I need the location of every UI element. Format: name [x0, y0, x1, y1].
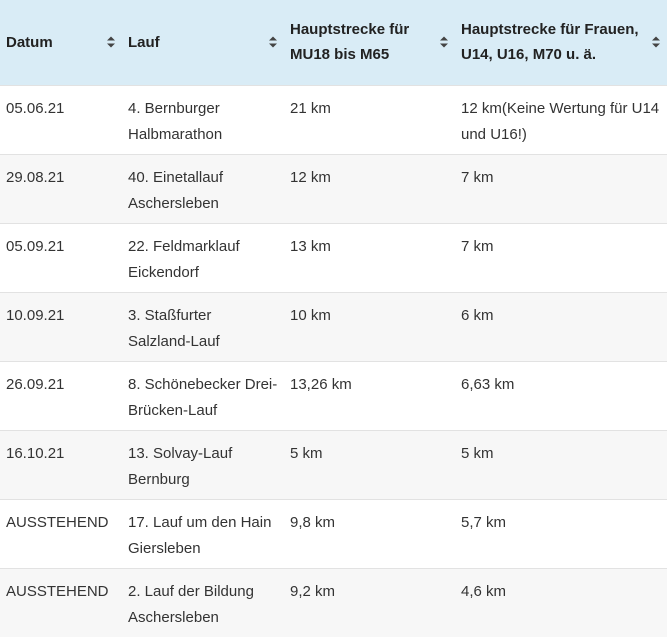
table-row: 05.09.21 22. Feldmarklauf Eickendorf 13 km…: [0, 223, 667, 292]
cell-datum: 10.09.21: [6, 306, 65, 324]
table-body: 05.06.21 4. Bernburger Halbmarathon 21 km 1…: [0, 85, 667, 637]
cell-hauptstrecke-m: 13 km: [290, 237, 331, 255]
cell-hauptstrecke-m: 13,26 km: [290, 375, 352, 393]
table-row: 26.09.21 8. Schönebecker Drei-Brücken-Lau…: [0, 361, 667, 430]
sort-icon[interactable]: [652, 36, 660, 48]
cell-hauptstrecke-m: 12 km: [290, 168, 331, 186]
cell-hauptstrecke-m: 5 km: [290, 444, 323, 462]
sort-icon[interactable]: [107, 36, 115, 48]
cell-hauptstrecke-f: 5,7 km: [461, 513, 507, 531]
cell-lauf: 4. Bernburger Halbmarathon: [128, 99, 223, 143]
table-row: 05.06.21 4. Bernburger Halbmarathon 21 km 1…: [0, 85, 667, 154]
sort-ascending-icon: [652, 36, 660, 41]
sort-ascending-icon: [440, 36, 448, 41]
cell-datum: AUSSTEHEND: [6, 513, 109, 531]
cell-hauptstrecke-f: 7 km: [461, 237, 494, 255]
cell-lauf: 13. Solvay-Lauf Bernburg: [128, 444, 233, 488]
cell-hauptstrecke-f: 4,6 km: [461, 582, 507, 600]
cell-datum: AUSSTEHEND: [6, 582, 109, 600]
table-row: AUSSTEHEND 17. Lauf um den Hain Gierslebe…: [0, 499, 667, 568]
cell-hauptstrecke-f: 6,63 km: [461, 375, 515, 393]
cell-hauptstrecke-f: 5 km: [461, 444, 494, 462]
cell-lauf: 2. Lauf der Bildung Aschersleben: [128, 582, 254, 626]
cell-datum: 05.06.21: [6, 99, 65, 117]
column-header-datum[interactable]: Datum: [0, 0, 122, 85]
sort-descending-icon: [652, 43, 660, 48]
cell-hauptstrecke-f: 7 km: [461, 168, 494, 186]
header-row: Datum Lauf Hauptstrecke für MU18 bis M65 Ha…: [0, 0, 667, 85]
sort-ascending-icon: [269, 36, 277, 41]
cell-hauptstrecke-f: 6 km: [461, 306, 494, 324]
cell-lauf: 17. Lauf um den Hain Giersleben: [128, 513, 272, 557]
table-row: AUSSTEHEND 2. Lauf der Bildung Aschersleb…: [0, 568, 667, 637]
column-header-label: Hauptstrecke für MU18 bis M65: [290, 21, 410, 64]
cell-datum: 26.09.21: [6, 375, 65, 393]
sort-ascending-icon: [107, 36, 115, 41]
cell-datum: 29.08.21: [6, 168, 65, 186]
sort-icon[interactable]: [269, 36, 277, 48]
cell-hauptstrecke-m: 9,2 km: [290, 582, 336, 600]
column-header-hauptstrecke-f[interactable]: Hauptstrecke für Frauen, U14, U16, M70 u…: [455, 0, 667, 85]
column-header-hauptstrecke-m[interactable]: Hauptstrecke für MU18 bis M65: [284, 0, 455, 85]
table-row: 10.09.21 3. Staßfurter Salzland-Lauf 10 km…: [0, 292, 667, 361]
cell-lauf: 22. Feldmarklauf Eickendorf: [128, 237, 240, 281]
cell-hauptstrecke-f: 12 km(Keine Wertung für U14 und U16!): [461, 99, 660, 143]
cell-hauptstrecke-m: 9,8 km: [290, 513, 336, 531]
cell-lauf: 40. Einetallauf Aschersleben: [128, 168, 224, 212]
cell-datum: 05.09.21: [6, 237, 65, 255]
table-row: 16.10.21 13. Solvay-Lauf Bernburg 5 km 5 km: [0, 430, 667, 499]
sort-descending-icon: [440, 43, 448, 48]
column-header-label: Lauf: [128, 33, 160, 51]
cell-lauf: 3. Staßfurter Salzland-Lauf: [128, 306, 220, 350]
column-header-label: Hauptstrecke für Frauen, U14, U16, M70 u…: [461, 21, 639, 64]
sort-descending-icon: [269, 43, 277, 48]
cell-lauf: 8. Schönebecker Drei-Brücken-Lauf: [128, 375, 278, 419]
table-row: 29.08.21 40. Einetallauf Aschersleben 12 k…: [0, 154, 667, 223]
sort-icon[interactable]: [440, 36, 448, 48]
column-header-lauf[interactable]: Lauf: [122, 0, 284, 85]
cell-datum: 16.10.21: [6, 444, 65, 462]
sort-descending-icon: [107, 43, 115, 48]
cell-hauptstrecke-m: 21 km: [290, 99, 331, 117]
column-header-label: Datum: [6, 33, 53, 51]
cell-hauptstrecke-m: 10 km: [290, 306, 331, 324]
